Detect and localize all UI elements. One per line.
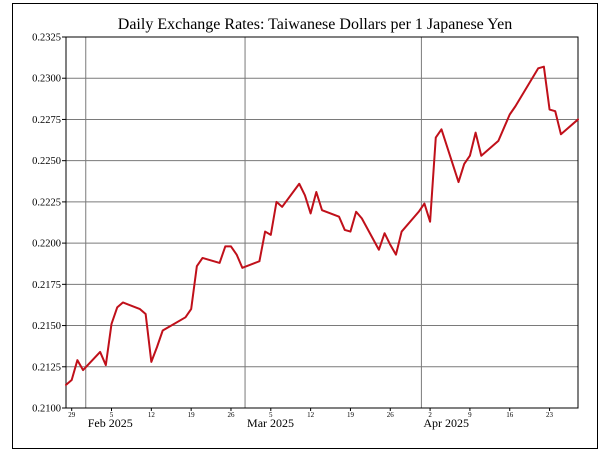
data-point (315, 191, 317, 193)
x-tick-label: 26 (387, 411, 395, 419)
data-point (497, 140, 499, 142)
data-point (321, 209, 323, 211)
series-line (65, 65, 579, 386)
data-point (156, 346, 158, 348)
data-point (65, 384, 67, 386)
grid-layer (66, 36, 578, 409)
axis-layer: 0.2100 0.2125 0.2150 0.2175 0.2200 0.2225 0.22… (32, 33, 579, 430)
y-tick-label: 0.2150 (32, 321, 61, 332)
data-point (122, 301, 124, 303)
data-point (554, 110, 556, 112)
data-point (338, 216, 340, 218)
data-point (310, 212, 312, 214)
chart-frame (12, 3, 598, 449)
data-point (469, 155, 471, 157)
chart-title: Daily Exchange Rates: Taiwanese Dollars … (118, 16, 512, 33)
data-point (509, 113, 511, 115)
x-tick-label: 16 (506, 411, 514, 419)
data-point (196, 265, 198, 267)
x-tick-label: 5 (110, 411, 114, 419)
x-tick-label: 23 (546, 411, 554, 419)
month-label: Apr 2025 (423, 416, 469, 430)
data-point (389, 244, 391, 246)
data-point (463, 163, 465, 165)
y-tick-label: 0.2250 (32, 156, 61, 167)
data-point (281, 206, 283, 208)
data-point (577, 118, 579, 120)
data-point (219, 262, 221, 264)
data-point (475, 132, 477, 134)
data-point (395, 254, 397, 256)
data-point (76, 359, 78, 361)
data-point (71, 379, 73, 381)
data-point (549, 109, 551, 111)
y-tick-label: 0.2100 (32, 404, 61, 415)
data-point (440, 128, 442, 130)
data-point (378, 249, 380, 251)
x-tick-label: 19 (347, 411, 355, 419)
data-point (99, 351, 101, 353)
data-point (202, 257, 204, 259)
data-point (543, 66, 545, 68)
month-label: Mar 2025 (247, 416, 294, 430)
data-point (355, 211, 357, 213)
data-point (458, 181, 460, 183)
data-point (304, 194, 306, 196)
data-point (423, 203, 425, 205)
data-point (224, 245, 226, 247)
data-point (401, 231, 403, 233)
data-point (105, 364, 107, 366)
data-point (503, 127, 505, 129)
data-point (418, 211, 420, 213)
plot-border (65, 36, 579, 409)
x-tick-label: 19 (188, 411, 196, 419)
data-point (236, 254, 238, 256)
x-tick-label: 29 (68, 411, 76, 419)
x-tick-label: 2 (428, 411, 432, 419)
data-point (270, 234, 272, 236)
data-point (361, 217, 363, 219)
data-point (116, 306, 118, 308)
x-tick-label: 9 (468, 411, 472, 419)
series-layer (65, 65, 579, 386)
data-point (349, 231, 351, 233)
data-point (184, 316, 186, 318)
data-point (230, 245, 232, 247)
x-tick-label: 5 (269, 411, 273, 419)
y-tick-label: 0.2125 (32, 362, 61, 373)
data-point (480, 155, 482, 157)
data-point (111, 323, 113, 325)
data-point (435, 137, 437, 139)
y-tick-label: 0.2300 (32, 74, 61, 85)
data-point (162, 330, 164, 332)
data-point (190, 308, 192, 310)
data-point (139, 308, 141, 310)
data-point (258, 260, 260, 262)
y-tick-label: 0.2325 (32, 33, 61, 44)
x-tick-label: 12 (307, 411, 315, 419)
data-point (429, 221, 431, 223)
data-point (264, 231, 266, 233)
month-label: Feb 2025 (88, 416, 133, 430)
data-point (150, 361, 152, 363)
data-point (384, 232, 386, 234)
data-point (537, 67, 539, 69)
data-point (241, 267, 243, 269)
data-point (145, 313, 147, 315)
data-point (514, 105, 516, 107)
data-point (560, 133, 562, 135)
y-tick-label: 0.2175 (32, 280, 61, 291)
y-tick-label: 0.2275 (32, 115, 61, 126)
x-tick-label: 12 (148, 411, 156, 419)
data-point (82, 369, 84, 371)
y-tick-label: 0.2200 (32, 239, 61, 250)
y-tick-label: 0.2225 (32, 197, 61, 208)
data-point (344, 229, 346, 231)
data-point (298, 183, 300, 185)
data-point (275, 201, 277, 203)
x-tick-label: 26 (227, 411, 235, 419)
